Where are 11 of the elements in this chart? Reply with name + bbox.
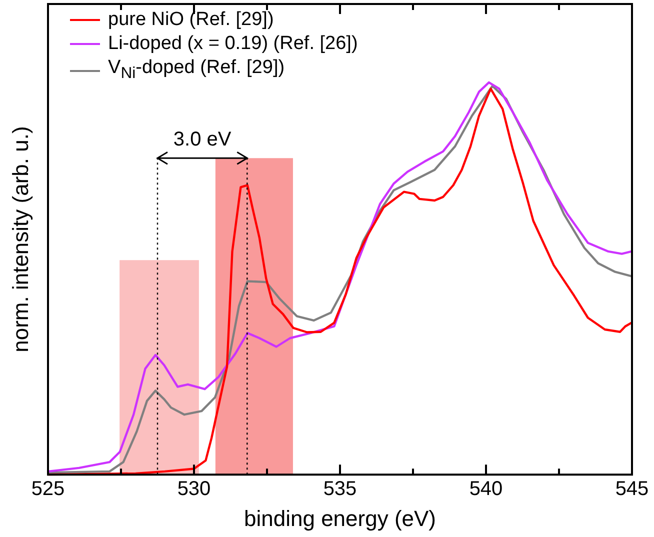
legend-label: pure NiO (Ref. [29]) <box>108 8 274 32</box>
x-tick-label: 545 <box>615 478 649 500</box>
x-tick-label: 530 <box>177 478 211 500</box>
annotation: 3.0 eV <box>173 128 232 151</box>
legend-label: Li-doped (x = 0.19) (Ref. [26]) <box>108 32 358 56</box>
y-axis-title: norm. intensity (arb. u.) <box>8 126 34 352</box>
x-tick-label: 540 <box>469 478 503 500</box>
legend-label: V$_{Ni}$-doped (Ref. [29]) <box>108 56 285 84</box>
x-tick-label: 525 <box>31 478 65 500</box>
x-tick-label: 535 <box>323 478 357 500</box>
x-axis-title: binding energy (eV) <box>244 506 436 531</box>
